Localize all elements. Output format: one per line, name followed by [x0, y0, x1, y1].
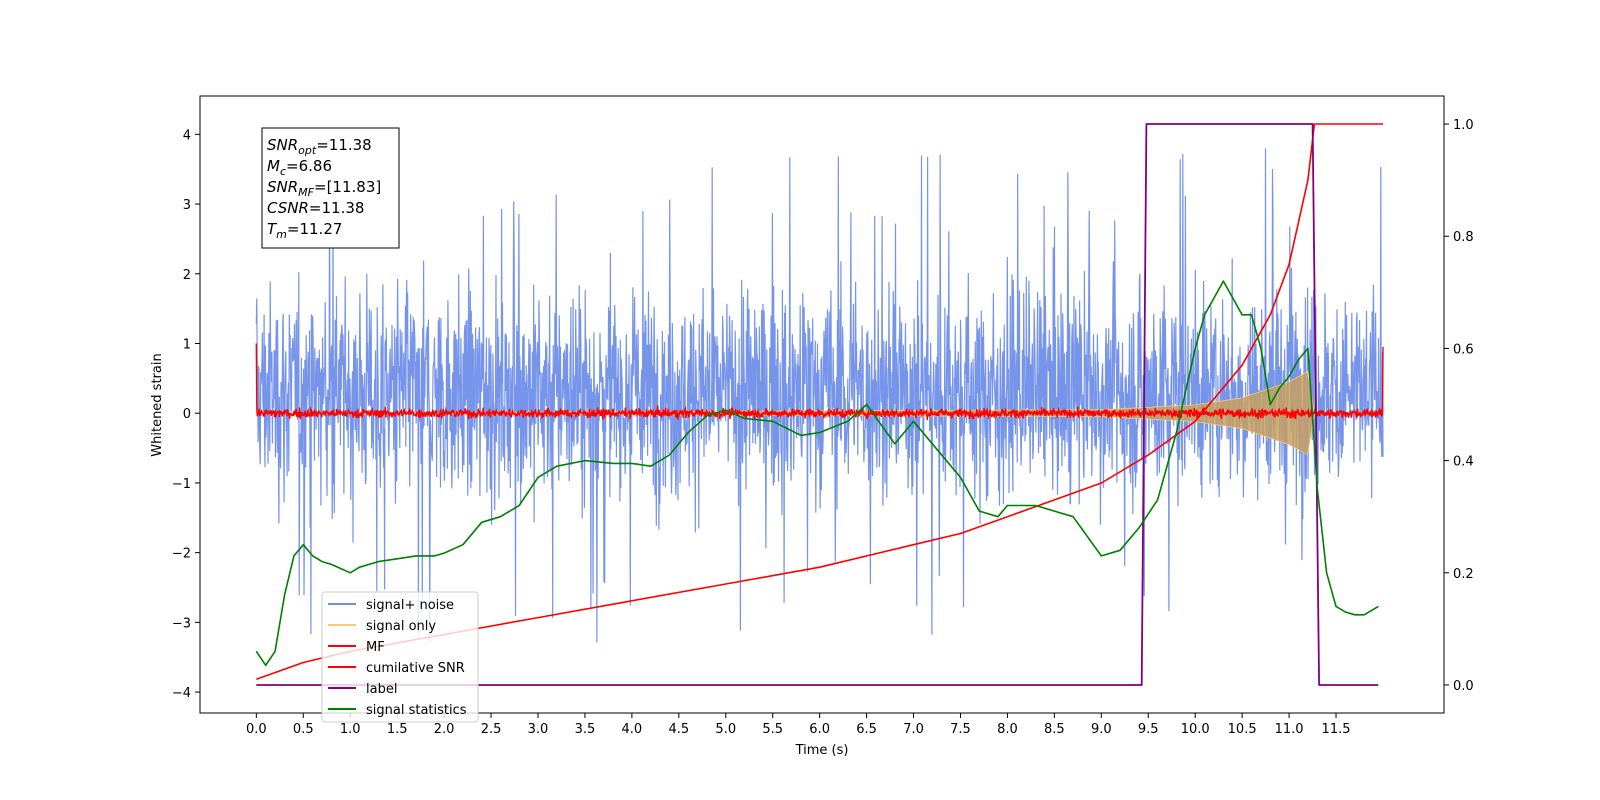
annotation-frame: [261, 127, 400, 249]
y-left-tick-label: −2: [172, 547, 191, 562]
legend-label: MF: [366, 640, 385, 655]
x-tick-label: 3.5: [575, 722, 596, 737]
annotation-line: SNRMF=[11.83]: [267, 178, 381, 199]
mf-line: [255, 343, 1384, 421]
x-tick-label: 7.0: [903, 722, 924, 737]
x-tick-label: 2.0: [434, 722, 455, 737]
y-axis-label: Whitened strain: [150, 353, 165, 456]
y-left-tick-label: −4: [172, 686, 191, 701]
annotation-line: CSNR=11.38: [267, 199, 364, 217]
legend-label: signal only: [366, 619, 436, 634]
legend: signal+ noise signal only MF cumilative SNR…: [321, 591, 479, 723]
x-tick-label: 8.5: [1044, 722, 1065, 737]
x-tick-label: 11.0: [1275, 722, 1304, 737]
x-tick-label: 6.5: [856, 722, 877, 737]
annotation-line: SNRopt=11.38: [267, 136, 372, 157]
y-right-tick-label: 1.0: [1453, 118, 1474, 133]
x-tick-label: 8.0: [997, 722, 1018, 737]
x-tick-label: 3.0: [528, 722, 549, 737]
x-tick-label: 9.0: [1091, 722, 1112, 737]
y-right-tick-label: 0.6: [1453, 342, 1474, 357]
y-left-tick-label: −1: [172, 477, 191, 492]
x-tick-label: 0.0: [246, 722, 267, 737]
y-left-tick-label: 0: [183, 407, 191, 422]
x-tick-label: 1.5: [387, 722, 408, 737]
series-mf: [255, 343, 1384, 421]
y-left-tick-label: 1: [183, 337, 191, 352]
legend-label: signal statistics: [366, 703, 467, 718]
legend-label: label: [366, 682, 397, 697]
y-right-tick-label: 0.2: [1453, 567, 1474, 582]
y-left-tick-label: −3: [172, 616, 191, 631]
x-tick-label: 10.0: [1181, 722, 1210, 737]
legend-label: cumilative SNR: [366, 661, 465, 676]
x-tick-label: 0.5: [293, 722, 314, 737]
series-label: [256, 123, 1379, 686]
x-tick-label: 2.5: [481, 722, 502, 737]
x-tick-label: 6.0: [809, 722, 830, 737]
x-tick-label: 7.5: [950, 722, 971, 737]
x-tick-label: 11.5: [1322, 722, 1351, 737]
legend-frame: [321, 591, 479, 723]
annotation-line: Mc=6.86: [267, 157, 332, 178]
x-tick-label: 4.0: [622, 722, 643, 737]
x-tick-label: 10.5: [1228, 722, 1257, 737]
plot-frame: [199, 95, 1445, 714]
y-left-tick-label: 3: [183, 198, 191, 213]
y-left-axis-ticks: −4 −3 −2 −1 0 1 2 3 4: [172, 128, 200, 701]
x-tick-label: 5.5: [762, 722, 783, 737]
legend-label: signal+ noise: [366, 598, 454, 613]
x-tick-label: 4.5: [668, 722, 689, 737]
series-signal-statistics: [255, 280, 1379, 667]
y-left-tick-label: 2: [183, 268, 191, 283]
y-right-tick-label: 0.0: [1453, 679, 1474, 694]
annotation-box: SNRopt=11.38Mc=6.86SNRMF=[11.83]CSNR=11.…: [261, 127, 400, 249]
x-tick-label: 9.5: [1138, 722, 1159, 737]
series-signal-plus-noise: [255, 143, 1384, 643]
signal-statistics-line: [255, 280, 1379, 667]
annotation-line: Tm=11.27: [267, 220, 342, 241]
x-axis-ticks: 0.0 0.5 1.0 1.5 2.0 2.5 3.0 3.5 4.0 4.5 5.0 5.5 6.0 6…: [246, 713, 1351, 737]
y-left-tick-label: 4: [183, 128, 191, 143]
x-axis-label: Time (s): [795, 743, 849, 758]
x-tick-label: 1.0: [340, 722, 361, 737]
label-line: [256, 123, 1379, 686]
y-right-axis-ticks: 0.0 0.2 0.4 0.6 0.8 1.0: [1444, 118, 1474, 694]
signal-plus-noise-line: [255, 143, 1384, 643]
y-right-tick-label: 0.8: [1453, 230, 1474, 245]
x-tick-label: 5.0: [715, 722, 736, 737]
y-right-tick-label: 0.4: [1453, 455, 1474, 470]
